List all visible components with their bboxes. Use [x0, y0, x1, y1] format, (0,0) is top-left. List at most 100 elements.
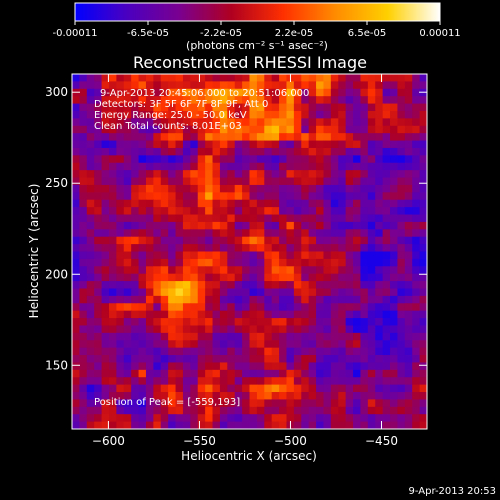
- heatmap-cell: [205, 392, 214, 401]
- heatmap-cell: [353, 266, 362, 275]
- heatmap-cell: [212, 362, 221, 371]
- heatmap-cell: [197, 96, 206, 105]
- heatmap-cell: [131, 199, 140, 208]
- heatmap-cell: [138, 147, 147, 156]
- heatmap-cell: [190, 281, 199, 290]
- heatmap-cell: [404, 303, 413, 312]
- heatmap-cell: [86, 310, 95, 319]
- heatmap-cell: [131, 318, 140, 327]
- heatmap-cell: [375, 229, 384, 238]
- heatmap-cell: [279, 392, 288, 401]
- heatmap-cell: [345, 303, 354, 312]
- heatmap-cell: [101, 110, 110, 119]
- heatmap-cell: [212, 162, 221, 171]
- heatmap-cell: [123, 162, 132, 171]
- heatmap-cell: [168, 295, 177, 304]
- heatmap-cell: [293, 303, 302, 312]
- heatmap-cell: [330, 221, 339, 230]
- heatmap-cell: [205, 414, 214, 423]
- y-axis-label: Heliocentric Y (arcsec): [27, 184, 41, 319]
- heatmap-cell: [242, 399, 251, 408]
- heatmap-cell: [301, 140, 310, 149]
- heatmap-cell: [353, 177, 362, 186]
- heatmap-cell: [86, 192, 95, 201]
- heatmap-cell: [338, 325, 347, 334]
- heatmap-cell: [271, 133, 280, 142]
- heatmap-cell: [72, 236, 80, 245]
- heatmap-cell: [256, 347, 265, 356]
- heatmap-cell: [279, 377, 288, 386]
- heatmap-cell: [271, 244, 280, 253]
- heatmap-cell: [301, 229, 310, 238]
- heatmap-cell: [279, 125, 288, 134]
- heatmap-cell: [123, 406, 132, 415]
- heatmap-cell: [293, 184, 302, 193]
- heatmap-cell: [116, 170, 125, 179]
- heatmap-cell: [271, 377, 280, 386]
- heatmap-cell: [175, 384, 184, 393]
- heatmap-cell: [145, 214, 154, 223]
- heatmap-cell: [72, 162, 80, 171]
- heatmap-cell: [382, 155, 391, 164]
- heatmap-cell: [249, 199, 258, 208]
- heatmap-cell: [212, 355, 221, 364]
- heatmap-cell: [286, 362, 295, 371]
- heatmap-cell: [131, 221, 140, 230]
- heatmap-cell: [205, 140, 214, 149]
- heatmap-cell: [264, 281, 273, 290]
- heatmap-cell: [338, 258, 347, 267]
- heatmap-cell: [72, 362, 80, 371]
- heatmap-cell: [293, 192, 302, 201]
- heatmap-cell: [153, 177, 162, 186]
- heatmap-cell: [382, 147, 391, 156]
- heatmap-cell: [419, 155, 427, 164]
- heatmap-cell: [72, 192, 80, 201]
- heatmap-cell: [168, 392, 177, 401]
- heatmap-cell: [79, 281, 88, 290]
- heatmap-cell: [382, 421, 391, 429]
- heatmap-cell: [116, 406, 125, 415]
- heatmap-cell: [412, 236, 421, 245]
- heatmap-cell: [116, 155, 125, 164]
- heatmap-cell: [138, 207, 147, 216]
- heatmap-cell: [205, 406, 214, 415]
- heatmap-cell: [271, 325, 280, 334]
- heatmap-cell: [72, 177, 80, 186]
- y-tick-label: 250: [45, 176, 68, 190]
- heatmap-cell: [153, 199, 162, 208]
- heatmap-cell: [175, 392, 184, 401]
- heatmap-cell: [301, 421, 310, 429]
- heatmap-cell: [168, 310, 177, 319]
- heatmap-cell: [367, 74, 376, 82]
- heatmap-cell: [72, 258, 80, 267]
- heatmap-cell: [153, 273, 162, 282]
- heatmap-cell: [234, 295, 243, 304]
- heatmap-cell: [293, 288, 302, 297]
- heatmap-cell: [242, 170, 251, 179]
- heatmap-cell: [72, 273, 80, 282]
- heatmap-cell: [190, 207, 199, 216]
- heatmap-cell: [330, 303, 339, 312]
- heatmap-cell: [323, 399, 332, 408]
- heatmap-cell: [308, 281, 317, 290]
- heatmap-cell: [94, 229, 103, 238]
- heatmap-cell: [308, 74, 317, 82]
- heatmap-cell: [160, 347, 169, 356]
- heatmap-cell: [338, 118, 347, 127]
- heatmap-cell: [101, 199, 110, 208]
- heatmap-cell: [212, 377, 221, 386]
- heatmap-cell: [367, 118, 376, 127]
- heatmap-cell: [153, 207, 162, 216]
- heatmap-cell: [160, 281, 169, 290]
- heatmap-cell: [190, 310, 199, 319]
- heatmap-cell: [123, 214, 132, 223]
- heatmap-cell: [79, 266, 88, 275]
- heatmap-cell: [293, 392, 302, 401]
- heatmap-cell: [286, 251, 295, 260]
- heatmap-cell: [101, 355, 110, 364]
- heatmap-cell: [227, 340, 236, 349]
- heatmap-cell: [330, 133, 339, 142]
- heatmap-cell: [382, 251, 391, 260]
- heatmap-cell: [212, 251, 221, 260]
- heatmap-cell: [249, 332, 258, 341]
